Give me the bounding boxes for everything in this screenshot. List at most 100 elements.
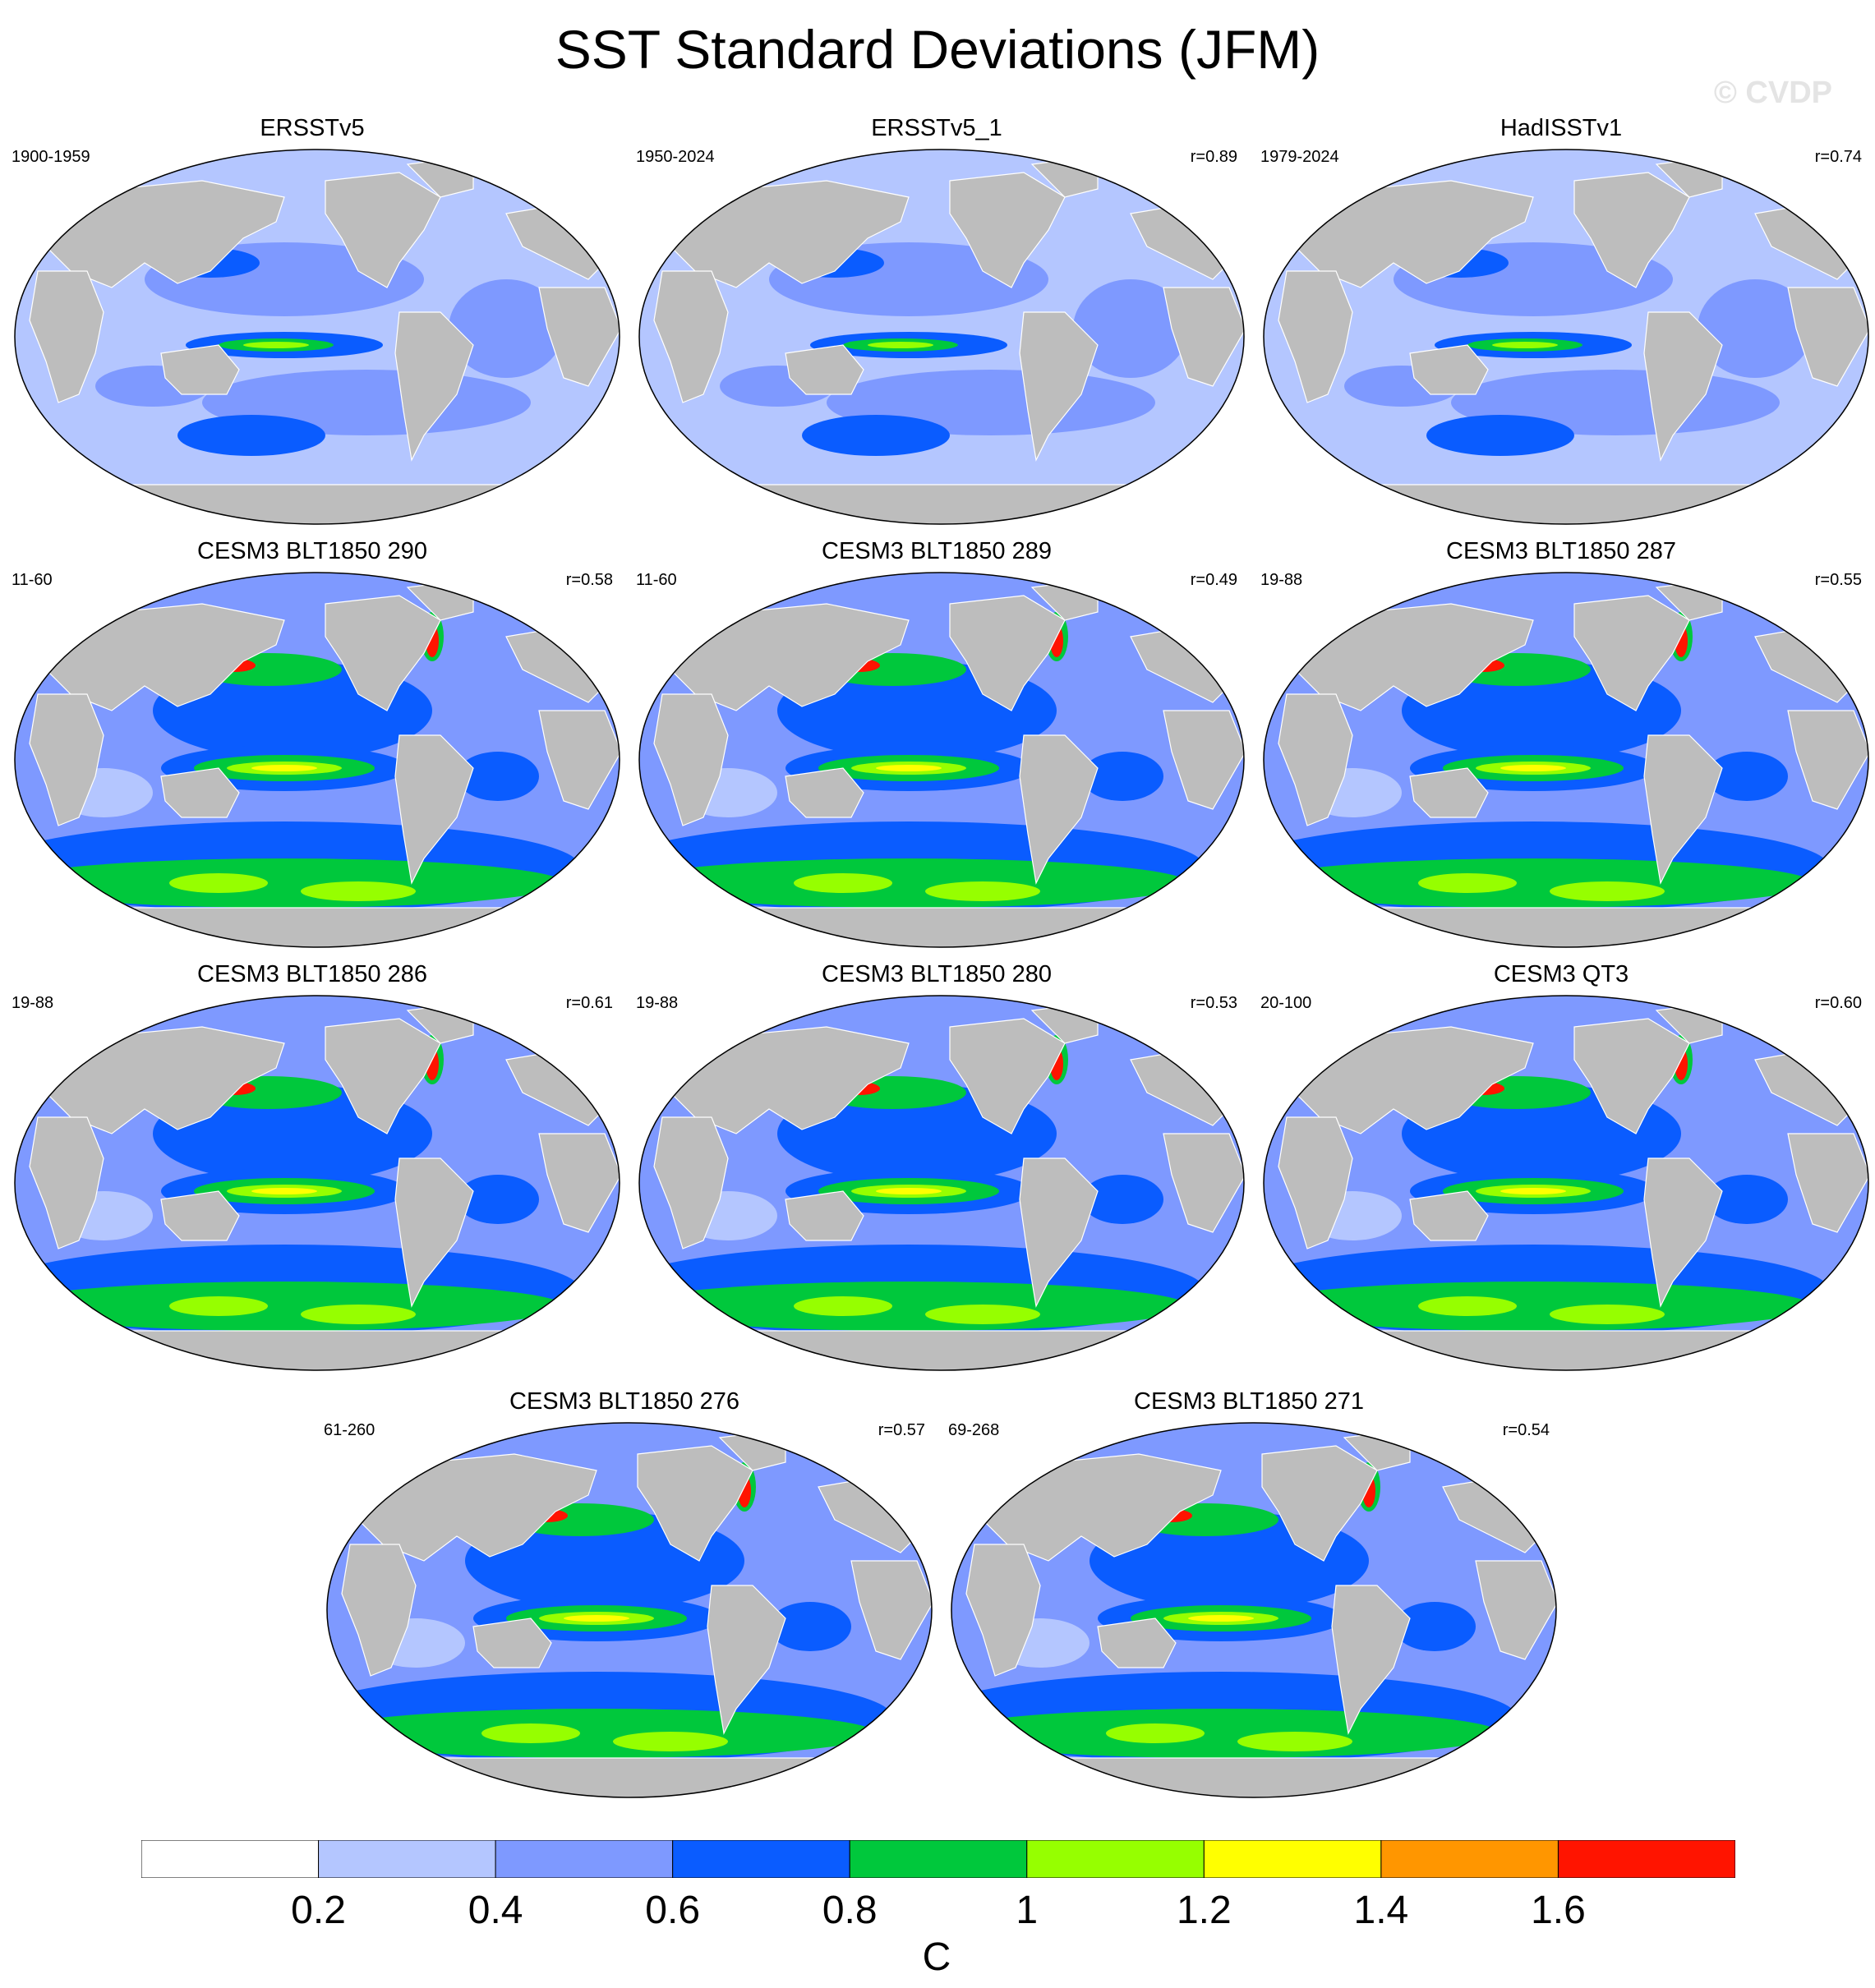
landmass: [325, 172, 441, 288]
map-frame: [14, 149, 620, 525]
landmass: [653, 270, 729, 403]
world-map: [1263, 149, 1869, 525]
panel-title: HadISSTv1: [1500, 115, 1623, 141]
landmass: [1163, 1133, 1244, 1233]
map-frame: [1263, 572, 1869, 948]
landmass: [1261, 1445, 1378, 1562]
landmass: [394, 1157, 474, 1308]
colorbar-swatch: [672, 1840, 850, 1878]
colorbar-tick-label: 0.4: [468, 1889, 523, 1932]
panel-correlation: r=0.53: [1190, 994, 1237, 1012]
landmass: [1409, 767, 1489, 818]
landmass: [394, 311, 474, 462]
map-frame: [326, 1422, 933, 1798]
colorbar-tick-label: 1.6: [1531, 1889, 1586, 1932]
landmass: [785, 1190, 864, 1241]
landmass: [949, 595, 1066, 711]
panel-period: 19-88: [636, 994, 679, 1012]
colorbar: [141, 1840, 1735, 1878]
landmass: [1264, 907, 1868, 947]
landmass: [1331, 1585, 1411, 1735]
landmass: [1264, 484, 1868, 524]
world-map: [638, 149, 1245, 525]
colorbar-swatch: [141, 1840, 320, 1878]
panel-correlation: r=0.49: [1190, 571, 1237, 589]
panel-title: CESM3 BLT1850 280: [822, 961, 1052, 987]
world-map: [326, 1422, 933, 1798]
world-map: [14, 149, 620, 525]
landmass: [707, 1585, 786, 1735]
landmass: [1787, 287, 1868, 387]
colorbar-swatch: [1203, 1840, 1382, 1878]
landmass: [1163, 287, 1244, 387]
map-frame: [951, 1422, 1557, 1798]
panel-period: 1979-2024: [1260, 148, 1339, 166]
panel-period: 69-268: [948, 1421, 1000, 1439]
panel-title: CESM3 BLT1850 276: [509, 1388, 739, 1415]
landmass: [1278, 1116, 1353, 1249]
panel-correlation: r=0.58: [565, 571, 613, 589]
landmass: [1278, 270, 1353, 403]
landmass: [639, 907, 1244, 947]
landmass: [1573, 172, 1690, 288]
landmass: [1019, 734, 1099, 885]
panel-period: 19-88: [12, 994, 54, 1012]
landmass: [1643, 311, 1723, 462]
landmass: [160, 1190, 240, 1241]
world-map: [1263, 995, 1869, 1371]
cvdp-watermark: © CVDP: [1713, 76, 1832, 110]
panel-correlation: r=0.55: [1814, 571, 1862, 589]
landmass: [538, 1133, 620, 1233]
landmass: [538, 710, 620, 810]
landmass: [637, 1445, 753, 1562]
panel-correlation: r=0.57: [878, 1421, 925, 1439]
colorbar-swatches: [141, 1840, 1735, 1878]
landmass: [1264, 1330, 1868, 1370]
panel-period: 11-60: [636, 571, 677, 589]
landmass: [1019, 311, 1099, 462]
landmass: [949, 1018, 1066, 1134]
landmass: [15, 1330, 620, 1370]
panel-correlation: r=0.89: [1190, 148, 1237, 166]
map-panel: CESM3 BLT1850 280 19-88 r=0.53: [624, 961, 1249, 1372]
panel-correlation: r=0.54: [1502, 1421, 1550, 1439]
landmass: [965, 1544, 1041, 1677]
landmass: [29, 270, 104, 403]
map-panel: CESM3 QT3 20-100 r=0.60: [1249, 961, 1873, 1372]
landmass: [1019, 1157, 1099, 1308]
colorbar-unit: C: [922, 1935, 951, 1979]
landmass: [1475, 1560, 1556, 1660]
map-panel: CESM3 BLT1850 289 11-60 r=0.49: [624, 538, 1249, 949]
landmass: [1573, 595, 1690, 711]
landmass: [639, 1330, 1244, 1370]
landmass: [785, 767, 864, 818]
landmass: [850, 1560, 932, 1660]
panel-correlation: r=0.60: [1814, 994, 1862, 1012]
figure-title: SST Standard Deviations (JFM): [555, 19, 1320, 80]
panel-title: CESM3 BLT1850 286: [197, 961, 427, 987]
colorbar-tick-label: 0.2: [291, 1889, 346, 1932]
panel-title: ERSSTv5: [260, 115, 365, 141]
panel-period: 20-100: [1260, 994, 1312, 1012]
landmass: [1097, 1618, 1177, 1668]
colorbar-swatch: [1026, 1840, 1205, 1878]
map-panel: CESM3 BLT1850 287 19-88 r=0.55: [1249, 538, 1873, 949]
landmass: [1278, 693, 1353, 826]
landmass: [341, 1544, 417, 1677]
panel-title: CESM3 QT3: [1493, 961, 1629, 987]
colorbar-tick-label: 1: [1016, 1889, 1039, 1932]
landmass: [1573, 1018, 1690, 1134]
map-panel: HadISSTv1 1979-2024 r=0.74: [1249, 115, 1873, 526]
landmass: [1409, 1190, 1489, 1241]
map-frame: [1263, 149, 1869, 525]
landmass: [1409, 344, 1489, 395]
panel-period: 1900-1959: [12, 148, 90, 166]
world-map: [638, 995, 1245, 1371]
landmass: [1163, 710, 1244, 810]
landmass: [15, 907, 620, 947]
colorbar-swatch: [1557, 1840, 1735, 1878]
map-panel: CESM3 BLT1850 271 69-268 r=0.54: [937, 1388, 1561, 1799]
colorbar-tick-label: 0.8: [822, 1889, 878, 1932]
landmass: [160, 767, 240, 818]
landmass: [1787, 1133, 1868, 1233]
